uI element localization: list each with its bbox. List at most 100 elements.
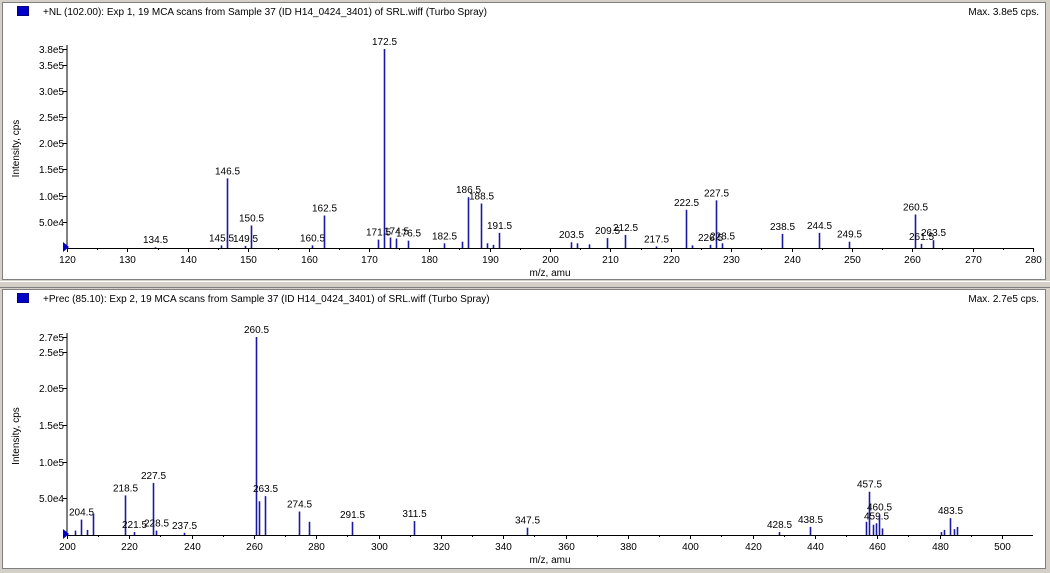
mass-spectrum-chart-nl[interactable]: 120 130 140 150 160 170 180 190 200 210 220 230 240 2… [3,3,1046,280]
x-tick-label: 220 [663,255,680,266]
x-tick-label: 280 [1025,255,1042,266]
x-tick-label: 300 [371,542,388,553]
y-tick-label: 2.0e5 [39,384,64,395]
y-tick-label: 1.5e5 [39,165,64,176]
x-tick-label: 220 [121,542,138,553]
peak-label: 171.5 [366,228,391,239]
spectrum-color-square-icon[interactable] [17,6,29,16]
peak-label: 212.5 [613,223,638,234]
x-tick-label: 240 [184,542,201,553]
y-tick-label: 1.5e5 [39,421,64,432]
x-tick-label: 230 [723,255,740,266]
y-tick-label: 2.7e5 [39,333,64,344]
peak-label: 347.5 [515,516,540,527]
x-tick-label: 180 [421,255,438,266]
x-tick-label: 270 [965,255,982,266]
peak-label: 176.5 [396,229,421,240]
pane-splitter[interactable] [0,281,1050,288]
peak-label: 428.5 [767,520,792,531]
x-tick-label: 500 [994,542,1011,553]
x-tick-label: 400 [682,542,699,553]
mass-spectrum-chart-prec[interactable]: 200 220 240 260 280 300 320 340 360 380 400 420 440 4… [3,290,1046,569]
x-tick-label: 320 [433,542,450,553]
peak-label: 209.5 [595,226,620,237]
peak-label: 191.5 [487,221,512,232]
peak-label: 172.5 [372,37,397,48]
peak-label: 145.5 [209,233,234,244]
x-tick-label: 420 [745,542,762,553]
peak-label: 221.5 [122,520,147,531]
baseline-marker-icon [63,242,69,252]
x-tick-label: 250 [844,255,861,266]
peak-label: 188.5 [469,191,494,202]
x-tick-label: 360 [558,542,575,553]
x-tick-label: 210 [602,255,619,266]
peak-label: 182.5 [432,231,457,242]
spectrum-color-square-icon[interactable] [17,293,29,303]
peak-label: 146.5 [215,166,240,177]
spectrum-pane-nl[interactable]: +NL (102.00): Exp 1, 19 MCA scans from S… [2,2,1046,280]
x-tick-label: 130 [119,255,136,266]
baseline-marker-icon [63,529,69,539]
peak-label: 217.5 [644,234,669,245]
peak-label: 311.5 [402,509,427,520]
peak-label: 237.5 [172,521,197,532]
peak-label: 261.5 [909,232,934,243]
peak-label: 249.5 [837,230,862,241]
peak-label: 260.5 [244,325,269,336]
x-tick-label: 150 [240,255,257,266]
peak-label: 222.5 [674,198,699,209]
peak-label: 483.5 [938,506,963,517]
max-intensity-label: Max. 3.8e5 cps. [968,7,1039,18]
x-tick-label: 440 [807,542,824,553]
max-intensity-label: Max. 2.7e5 cps. [968,294,1039,305]
peak-label: 260.5 [903,202,928,213]
x-tick-label: 480 [932,542,949,553]
y-tick-label: 5.0e4 [39,494,64,505]
x-tick-label: 260 [904,255,921,266]
y-tick-label: 2.0e5 [39,139,64,150]
y-tick-label: 2.5e5 [39,113,64,124]
peak-label: 150.5 [239,213,264,224]
x-tick-label: 340 [495,542,512,553]
y-tick-label: 5.0e4 [39,218,64,229]
pane-title: +NL (102.00): Exp 1, 19 MCA scans from S… [43,7,488,18]
x-tick-label: 200 [542,255,559,266]
y-tick-label: 1.0e5 [39,458,64,469]
y-tick-label: 3.5e5 [39,61,64,72]
peak-label: 228.5 [144,519,169,530]
y-axis-title: Intensity, cps [11,407,22,465]
y-tick-label: 3.0e5 [39,87,64,98]
peak-label: 174.5 [384,227,409,238]
x-tick-label: 160 [301,255,318,266]
peak-label: 218.5 [113,483,138,494]
peak-label: 263.5 [921,228,946,239]
peak-label: 228.5 [710,231,735,242]
peak-label: 244.5 [807,221,832,232]
peak-label: 459.5 [864,511,889,522]
x-tick-label: 240 [784,255,801,266]
peak-label: 263.5 [253,484,278,495]
peak-label: 226.5 [698,233,723,244]
peak-label: 204.5 [69,508,94,519]
y-tick-label: 3.8e5 [39,45,64,56]
peak-label: 238.5 [770,222,795,233]
peak-label: 460.5 [867,502,892,513]
y-tick-label: 1.0e5 [39,192,64,203]
peak-label: 291.5 [340,510,365,521]
x-tick-label: 280 [308,542,325,553]
peak-label: 438.5 [798,515,823,526]
pane-header: +NL (102.00): Exp 1, 19 MCA scans from S… [3,3,1045,21]
x-tick-label: 170 [361,255,378,266]
peak-label: 160.5 [300,233,325,244]
pane-title: +Prec (85.10): Exp 2, 19 MCA scans from … [43,294,490,305]
x-tick-label: 380 [620,542,637,553]
y-axis-title: Intensity, cps [11,120,22,178]
x-tick-label: 120 [59,255,76,266]
spectrum-pane-prec[interactable]: +Prec (85.10): Exp 2, 19 MCA scans from … [2,289,1046,569]
peak-label: 134.5 [143,235,168,246]
peak-label: 227.5 [141,471,166,482]
pane-header: +Prec (85.10): Exp 2, 19 MCA scans from … [3,290,1045,308]
x-tick-label: 460 [869,542,886,553]
peak-label: 149.5 [233,234,258,245]
